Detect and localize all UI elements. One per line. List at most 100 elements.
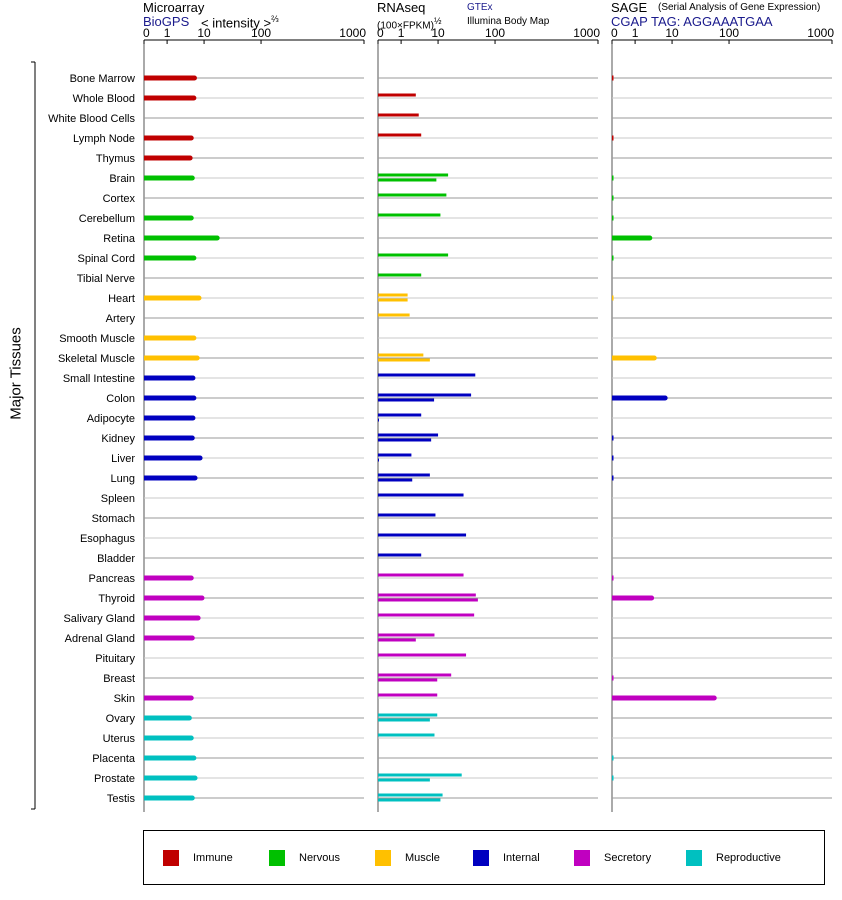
microarray-bar-cap [191, 255, 197, 261]
rnaseq-bar [378, 113, 419, 117]
rnaseq-tick-label: 0 [377, 26, 384, 40]
rnaseq-bar [378, 778, 430, 782]
microarray-bar-cap [188, 695, 194, 701]
sage-tick-label: 10 [665, 26, 679, 40]
rnaseq-tick-label: 1000 [573, 26, 600, 40]
gtex-link[interactable]: GTEx [467, 2, 493, 13]
category-label: Lymph Node [73, 133, 135, 145]
microarray-tick-label: 0 [143, 26, 150, 40]
category-label: Kidney [101, 433, 135, 445]
rnaseq-title: RNAseq [377, 0, 426, 15]
microarray-bar-cap [214, 235, 220, 241]
rnaseq-bar [378, 353, 424, 357]
category-label: Cerebellum [79, 213, 135, 225]
illumina-body-map-label[interactable]: Illumina Body Map [467, 16, 550, 27]
sage-bar-cap [647, 235, 653, 241]
sage-tag-link[interactable]: CGAP TAG: AGGAAATGAA [611, 14, 773, 29]
microarray-bar-cap [191, 95, 197, 101]
microarray-bar-cap [189, 435, 195, 441]
rnaseq-bar [378, 553, 422, 557]
microarray-bar-cap [199, 595, 205, 601]
rnaseq-bar [378, 673, 452, 677]
sage-bar-cap [649, 595, 655, 601]
category-label: Tibial Nerve [77, 273, 135, 285]
category-label: Colon [106, 393, 135, 405]
legend-item-internal: Internal [473, 849, 540, 867]
microarray-bar-cap [194, 355, 200, 361]
rnaseq-bar [378, 793, 443, 797]
category-label: Lung [111, 473, 135, 485]
rnaseq-bar [378, 398, 435, 402]
microarray-title: Microarray [143, 0, 205, 15]
rnaseq-bar [378, 593, 476, 597]
microarray-axis-power: ⅔ [271, 14, 279, 24]
rnaseq-bar [378, 613, 475, 617]
rnaseq-bar [378, 358, 430, 362]
sage-title: SAGE [611, 0, 648, 15]
rnaseq-bar [378, 478, 413, 482]
microarray-bar-cap [191, 755, 197, 761]
sage-bar-cap [651, 355, 657, 361]
category-label: Artery [106, 313, 136, 325]
rnaseq-bar [378, 493, 464, 497]
legend-label-immune: Immune [193, 852, 233, 864]
microarray-bar-cap [195, 615, 201, 621]
category-label: Salivary Gland [63, 613, 135, 625]
rnaseq-axis-caption: (100×FPKM)½ [377, 16, 442, 32]
rnaseq-bar [378, 438, 432, 442]
rnaseq-bar [378, 473, 430, 477]
microarray-bar-cap [189, 795, 195, 801]
legend: Immune Nervous Muscle Internal Secretory… [143, 830, 825, 885]
rnaseq-bar [378, 173, 449, 177]
category-label: Spleen [101, 493, 135, 505]
legend-swatch-immune [163, 850, 179, 866]
rnaseq-bar [378, 213, 441, 217]
category-label: Breast [103, 673, 135, 685]
microarray-bar-cap [190, 415, 196, 421]
rnaseq-bar [378, 433, 439, 437]
rnaseq-bar [378, 313, 410, 317]
biogps-link[interactable]: BioGPS [143, 14, 190, 29]
category-label: Liver [111, 453, 135, 465]
category-label: Skin [114, 693, 135, 705]
sage-tick-label: 1 [632, 26, 639, 40]
category-label: Pancreas [89, 573, 136, 585]
y-axis-label: Major Tissues [7, 327, 25, 420]
microarray-bar-cap [191, 395, 197, 401]
category-label: Prostate [94, 773, 135, 785]
microarray-bar-cap [197, 455, 203, 461]
category-label: Thyroid [98, 593, 135, 605]
sage-bar-cap [711, 695, 717, 701]
rnaseq-bar [378, 298, 408, 302]
microarray-bar-cap [191, 335, 197, 341]
microarray-bar-cap [188, 575, 194, 581]
rnaseq-bar [378, 653, 467, 657]
category-label: Whole Blood [73, 93, 135, 105]
legend-swatch-secretory [574, 850, 590, 866]
microarray-bar-cap [192, 475, 198, 481]
legend-swatch-internal [473, 850, 489, 866]
microarray-axis-caption: < intensity >⅔ [201, 14, 279, 31]
legend-swatch-reproductive [686, 850, 702, 866]
rnaseq-tick-label: 1 [398, 26, 405, 40]
legend-item-reproductive: Reproductive [686, 849, 781, 867]
legend-label-nervous: Nervous [299, 852, 340, 864]
microarray-tick-label: 1000 [339, 26, 366, 40]
rnaseq-bar [378, 533, 467, 537]
category-label: Placenta [92, 753, 136, 765]
rnaseq-bar [378, 633, 435, 637]
rnaseq-bar [378, 733, 435, 737]
legend-item-secretory: Secretory [574, 849, 651, 867]
microarray-bar-cap [187, 155, 193, 161]
legend-swatch-nervous [269, 850, 285, 866]
microarray-bar-cap [189, 635, 195, 641]
legend-label-reproductive: Reproductive [716, 852, 781, 864]
category-label: White Blood Cells [48, 113, 135, 125]
rnaseq-bar [378, 133, 422, 137]
rnaseq-bar [378, 513, 436, 517]
category-label: Heart [108, 293, 135, 305]
category-label: Small Intestine [63, 373, 135, 385]
sage-subtitle: (Serial Analysis of Gene Expression) [658, 2, 821, 13]
microarray-bar-cap [190, 375, 196, 381]
